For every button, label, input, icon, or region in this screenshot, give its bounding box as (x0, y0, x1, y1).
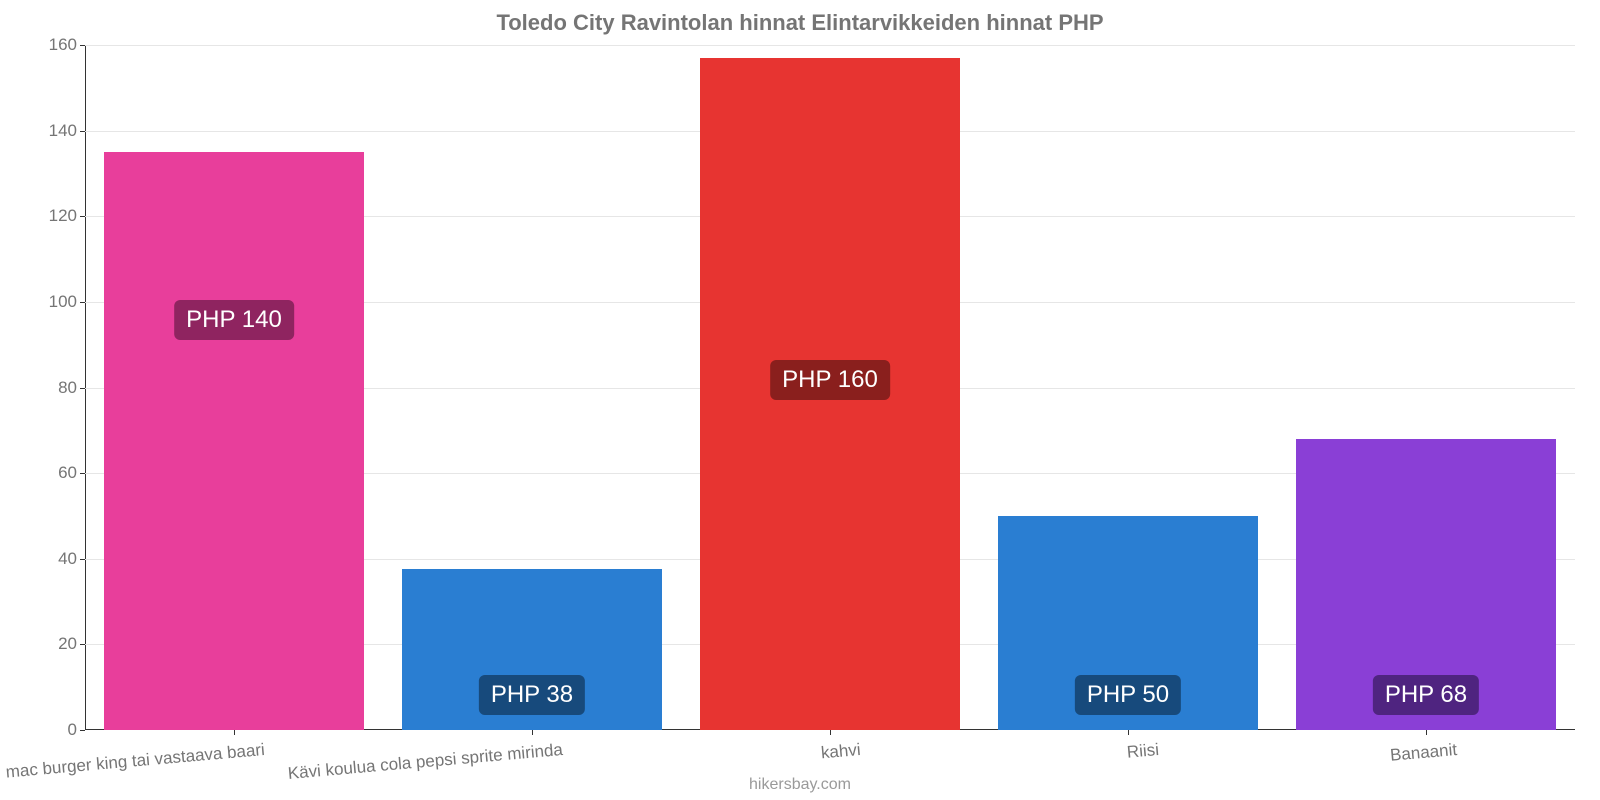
y-tick-mark (80, 730, 85, 731)
chart-title: Toledo City Ravintolan hinnat Elintarvik… (0, 0, 1600, 36)
bar: PHP 38 (402, 569, 661, 730)
y-tick-label: 0 (68, 720, 77, 740)
y-tick-label: 160 (49, 35, 77, 55)
plot-area: 020406080100120140160 PHP 140PHP 38PHP 1… (85, 45, 1575, 730)
y-tick-label: 40 (58, 549, 77, 569)
value-badge: PHP 38 (479, 675, 585, 715)
attribution: hikersbay.com (0, 776, 1600, 794)
x-tick-mark (532, 730, 533, 735)
x-tick-label: Banaanit (1389, 740, 1458, 766)
y-tick-label: 140 (49, 121, 77, 141)
x-tick-mark (1128, 730, 1129, 735)
bar: PHP 160 (700, 58, 959, 730)
y-tick-label: 20 (58, 634, 77, 654)
y-tick-label: 60 (58, 463, 77, 483)
y-tick-label: 120 (49, 206, 77, 226)
value-badge: PHP 140 (174, 300, 294, 340)
x-tick-mark (234, 730, 235, 735)
x-tick-mark (830, 730, 831, 735)
x-tick-label: kahvi (820, 740, 861, 763)
value-badge: PHP 160 (770, 360, 890, 400)
y-tick-label: 100 (49, 292, 77, 312)
x-tick-mark (1426, 730, 1427, 735)
bar: PHP 140 (104, 152, 363, 730)
y-tick-label: 80 (58, 378, 77, 398)
value-badge: PHP 50 (1075, 675, 1181, 715)
x-tick-label: Riisi (1126, 740, 1160, 763)
bar: PHP 50 (998, 516, 1257, 730)
value-badge: PHP 68 (1373, 675, 1479, 715)
bar: PHP 68 (1296, 439, 1555, 730)
